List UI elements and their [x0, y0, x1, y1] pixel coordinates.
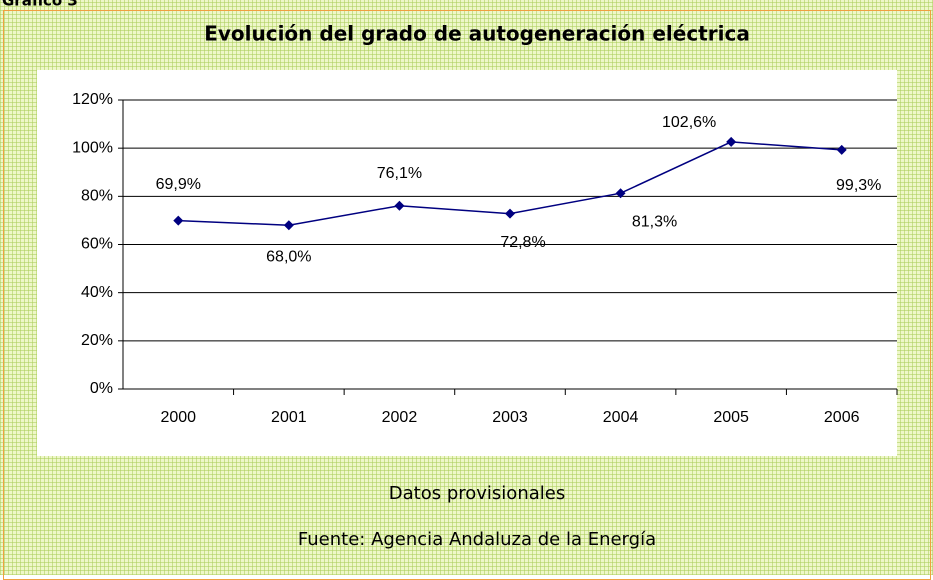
data-label: 69,9% [156, 176, 201, 193]
y-tick-label: 120% [72, 91, 113, 108]
x-tick-label: 2001 [271, 409, 307, 426]
x-tick-label: 2006 [824, 409, 860, 426]
x-tick-label: 2003 [492, 409, 528, 426]
chart-title: Evolución del grado de autogeneración el… [204, 22, 750, 46]
y-tick-label: 80% [81, 188, 113, 205]
data-label: 76,1% [377, 165, 422, 182]
x-tick-label: 2004 [603, 409, 639, 426]
y-tick-label: 100% [72, 139, 113, 156]
marker [173, 215, 184, 226]
y-tick-label: 20% [81, 332, 113, 349]
figure-label: Gráfico 3 [2, 0, 78, 10]
plot-panel [37, 70, 897, 456]
x-tick-label: 2002 [382, 409, 418, 426]
data-label: 99,3% [836, 177, 881, 194]
data-label: 81,3% [632, 213, 677, 230]
marker [726, 136, 737, 147]
marker [615, 188, 626, 199]
y-tick-label: 60% [81, 236, 113, 253]
marker [505, 208, 515, 219]
x-tick-label: 2000 [160, 409, 196, 426]
source: Fuente: Agencia Andaluza de la Energía [298, 529, 656, 550]
marker [836, 144, 847, 155]
data-label: 102,6% [662, 114, 716, 131]
marker [394, 200, 405, 211]
marker [283, 220, 294, 231]
data-label: 68,0% [266, 248, 311, 265]
y-tick-label: 40% [81, 284, 113, 301]
y-tick-label: 0% [90, 380, 113, 397]
x-tick-label: 2005 [713, 409, 749, 426]
note: Datos provisionales [389, 483, 565, 504]
data-label: 72,8% [500, 234, 545, 251]
